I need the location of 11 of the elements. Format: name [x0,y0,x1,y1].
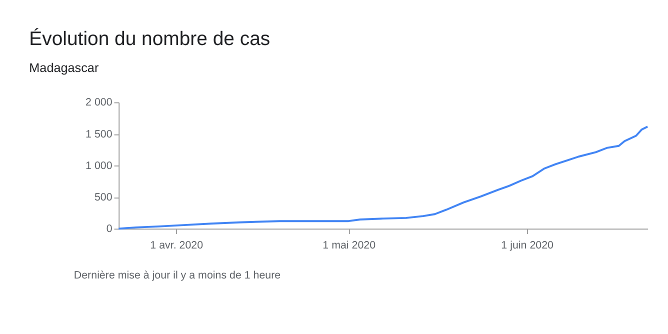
x-tick-label: 1 avr. 2020 [150,240,204,252]
y-tick-label: 1 000 [86,160,112,172]
y-tick-label: 0 [106,223,112,236]
y-tick-label: 1 500 [86,128,112,140]
chart-title: Évolution du nombre de cas [29,28,270,50]
x-tick-label: 1 juin 2020 [501,240,554,252]
chart-subtitle: Madagascar [29,61,99,76]
y-tick-label: 500 [94,191,112,204]
y-tick-label: 2 000 [86,96,112,109]
x-tick-label: 1 mai 2020 [322,240,376,252]
text: Dernière mise à jour il y a moins de 1 heure [74,269,281,282]
